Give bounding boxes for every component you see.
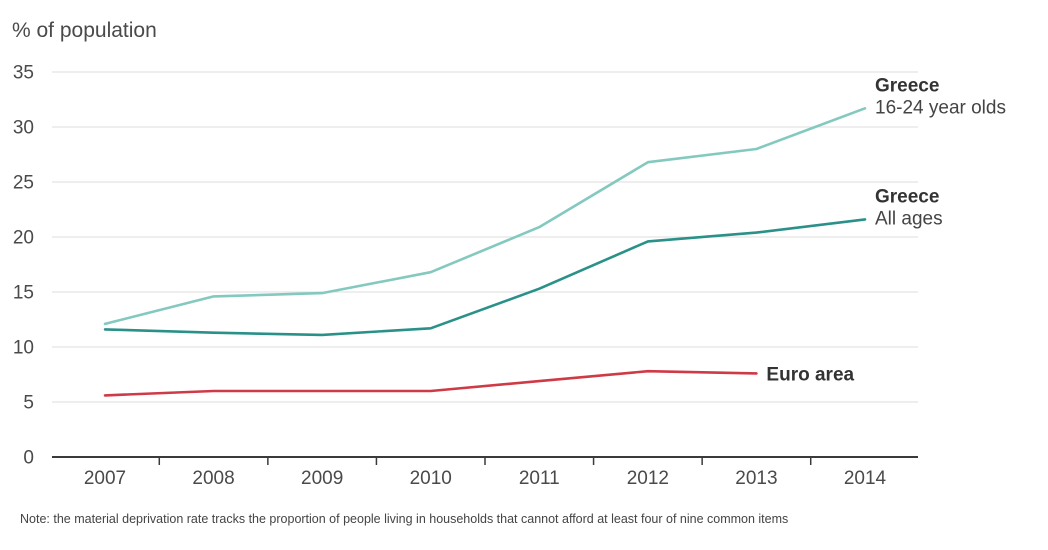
y-tick-label: 20 <box>13 228 34 249</box>
y-tick-label: 30 <box>13 118 34 139</box>
x-tick-label: 2008 <box>192 468 234 489</box>
x-tick-label: 2010 <box>410 468 452 489</box>
chart-note: Note: the material deprivation rate trac… <box>20 512 789 526</box>
y-tick-label: 35 <box>13 63 34 84</box>
y-tick-label: 25 <box>13 173 34 194</box>
series-label-subtitle: 16-24 year olds <box>875 97 1006 118</box>
x-tick-label: 2009 <box>301 468 343 489</box>
y-tick-label: 10 <box>13 338 34 359</box>
x-tick-label: 2014 <box>844 468 887 489</box>
series-line-1 <box>103 107 867 326</box>
x-tick-label: 2013 <box>735 468 777 489</box>
series-label-subtitle: All ages <box>875 208 943 229</box>
series-label-name: Greece <box>875 186 939 207</box>
series-lines <box>103 107 867 397</box>
series-label-name: Euro area <box>766 364 854 385</box>
y-tick-label: 15 <box>13 283 34 304</box>
gridlines: 0 5 10 15 20 25 30 35 <box>13 63 918 469</box>
x-tick-label: 2007 <box>84 468 126 489</box>
y-axis-label: % of population <box>12 19 157 42</box>
series-line-3 <box>103 369 758 397</box>
y-tick-label: 0 <box>23 448 34 469</box>
x-tick-label: 2012 <box>627 468 669 489</box>
series-label-name: Greece <box>875 75 939 96</box>
series-line-2 <box>103 218 867 337</box>
y-tick-label: 5 <box>23 393 34 414</box>
x-axis: 2007 2008 2009 2010 2011 2012 2013 2014 <box>52 456 918 489</box>
x-tick-label: 2011 <box>519 468 560 489</box>
